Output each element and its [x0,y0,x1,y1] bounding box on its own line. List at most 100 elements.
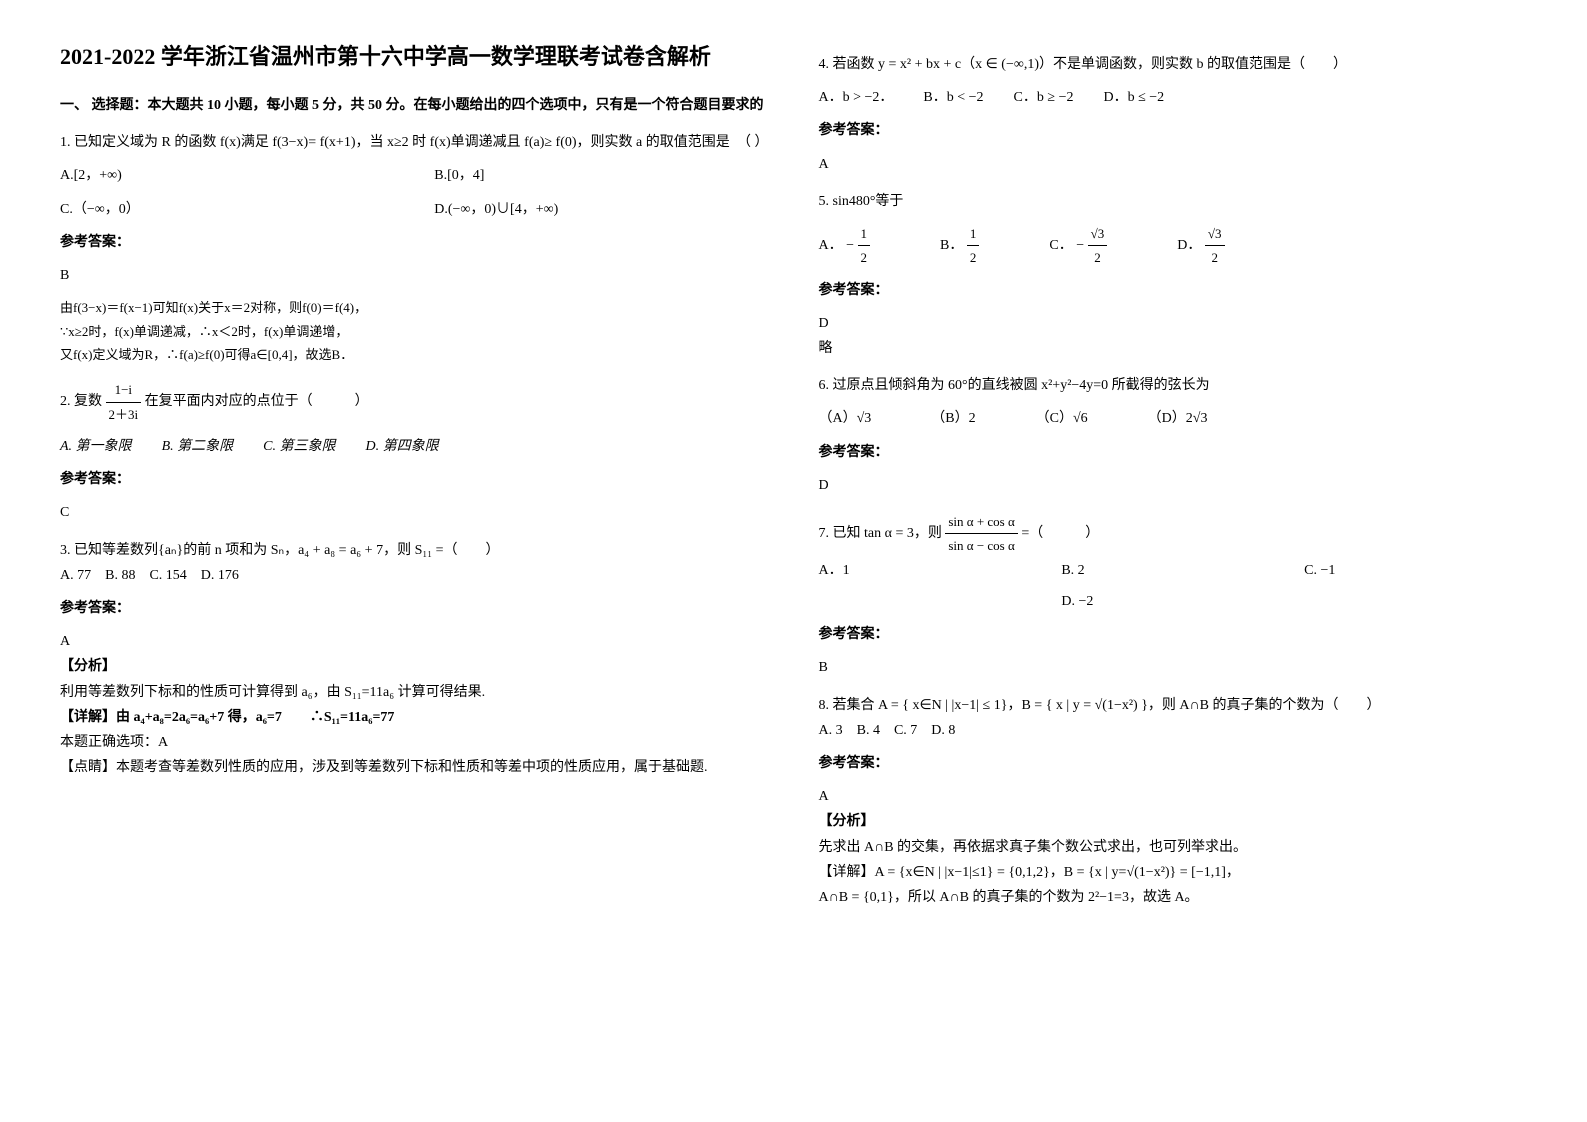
q5-d-frac: √32 [1205,222,1225,270]
q8-answer: A [819,784,1528,809]
q5-c-neg: − [1076,238,1084,253]
q8-analysis: 先求出 A∩B 的交集，再依据求真子集个数公式求出，也可列举求出。 [819,835,1528,860]
q5-d-den: 2 [1205,246,1225,269]
q1-exp3: 又f(x)定义域为R，∴f(a)≥f(0)可得a∈[0,4]，故选B． [60,343,769,366]
q5-stem: 5. sin480°等于 [819,189,1528,214]
q6-opt-d: （D）2√3 [1148,406,1208,431]
q7-opt-a: A．1 [819,558,1042,583]
q3-options: A. 77 B. 88 C. 154 D. 176 [60,563,769,588]
q3-analysis: 利用等差数列下标和的性质可计算得到 a₆，由 S₁₁=11a₆ 计算可得结果. [60,680,769,705]
q1-blank: （ ） [737,130,769,155]
q5-c-den: 2 [1088,246,1108,269]
q1-exp1: 由f(3−x)＝f(x−1)可知f(x)关于x＝2对称，则f(0)＝f(4)， [60,296,769,319]
q1-options: A.[2，+∞) B.[0，4] C.（−∞，0） D.(−∞，0)∪[4，+∞… [60,163,769,221]
q6-options: （A）√3 （B）2 （C）√6 （D）2√3 [819,406,1528,431]
question-1: 1. 已知定义域为 R 的函数 f(x)满足 f(3−x)= f(x+1)，当 … [60,130,769,366]
q8-detail: 【详解】A = {x∈N | |x−1|≤1} = {0,1,2}，B = {x… [819,860,1528,885]
q2-opt-b: B. 第二象限 [162,434,234,459]
q8-answer-label: 参考答案： [819,751,1528,776]
q3-answer-label: 参考答案： [60,596,769,621]
q7-options: A．1 B. 2 C. −1 D. −2 [819,558,1528,614]
q5-b-frac: 12 [967,222,980,270]
q6-answer: D [819,473,1528,498]
q5-b-num: 1 [967,222,980,246]
q5-a-neg: − [846,238,854,253]
q2-frac-den: 2＋3i [106,403,142,426]
q5-d-label: D． [1177,238,1201,253]
q5-answer: D [819,311,1528,336]
q7-answer-label: 参考答案： [819,622,1528,647]
question-2: 2. 复数 1−i 2＋3i 在复平面内对应的点位于（ ） A. 第一象限 B.… [60,378,769,525]
q5-b-label: B． [940,238,963,253]
q8-options: A. 3 B. 4 C. 7 D. 8 [819,718,1528,743]
section-1-title: 一、 选择题：本大题共 10 小题，每小题 5 分，共 50 分。在每小题给出的… [60,93,769,118]
q7-stem: 7. 已知 tan α = 3，则 sin α + cos α sin α − … [819,510,1528,558]
q1-stem: 1. 已知定义域为 R 的函数 f(x)满足 f(3−x)= f(x+1)，当 … [60,130,769,155]
question-3: 3. 已知等差数列{aₙ}的前 n 项和为 Sₙ，a₄ + a₈ = a₆ + … [60,538,769,781]
q5-c-frac: √32 [1088,222,1108,270]
q2-frac-num: 1−i [106,378,142,402]
q7-opt-c: C. −1 [1304,558,1527,583]
q5-opt-a: A． − 12 [819,222,871,270]
q1-text: 1. 已知定义域为 R 的函数 f(x)满足 f(3−x)= f(x+1)，当 … [60,135,730,150]
q7-frac-den: sin α − cos α [945,534,1017,557]
q6-opt-b: （B）2 [931,406,975,431]
q5-a-num: 1 [858,222,871,246]
q5-c-label: C． [1049,238,1072,253]
q5-c-num: √3 [1088,222,1108,246]
q3-note: 【点睛】本题考查等差数列性质的应用，涉及到等差数列下标和性质和等差中项的性质应用… [60,755,769,780]
q7-frac-num: sin α + cos α [945,510,1017,534]
q7-opt-b: B. 2 [1061,558,1284,583]
q4-options: A．b > −2． B．b < −2 C．b ≥ −2 D．b ≤ −2 [819,85,1528,110]
q2-stem-b: 在复平面内对应的点位于（ ） [145,394,369,409]
q2-answer: C [60,500,769,525]
question-7: 7. 已知 tan α = 3，则 sin α + cos α sin α − … [819,510,1528,681]
q1-answer: B [60,263,769,288]
q5-a-frac: 12 [858,222,871,270]
q5-d-num: √3 [1205,222,1225,246]
q2-options: A. 第一象限 B. 第二象限 C. 第三象限 D. 第四象限 [60,434,769,459]
q7-opt-d: D. −2 [1061,589,1284,614]
q5-b-den: 2 [967,246,980,269]
q2-opt-a: A. 第一象限 [60,434,132,459]
q2-fraction: 1−i 2＋3i [106,378,142,426]
q1-exp2: ∵x≥2时，f(x)单调递减，∴x＜2时，f(x)单调递增， [60,320,769,343]
q4-opt-d: D．b ≤ −2 [1103,85,1164,110]
question-5: 5. sin480°等于 A． − 12 B． 12 C． − √32 D． [819,189,1528,362]
q5-answer-label: 参考答案： [819,278,1528,303]
q5-opt-d: D． √32 [1177,222,1224,270]
q4-answer-label: 参考答案： [819,118,1528,143]
q4-stem: 4. 若函数 y = x² + bx + c（x ∈ (−∞,1)）不是单调函数… [819,52,1528,77]
q5-options: A． − 12 B． 12 C． − √32 D． √32 [819,222,1528,270]
q4-opt-b: B．b < −2 [923,85,983,110]
q5-a-den: 2 [858,246,871,269]
right-column: 4. 若函数 y = x² + bx + c（x ∈ (−∞,1)）不是单调函数… [819,40,1528,922]
q3-detail: 【详解】由 a₄+a₈=2a₆=a₆+7 得，a₆=7 ∴S₁₁=11a₆=77 [60,705,769,730]
question-4: 4. 若函数 y = x² + bx + c（x ∈ (−∞,1)）不是单调函数… [819,52,1528,177]
title: 2021-2022 学年浙江省温州市第十六中学高一数学理联考试卷含解析 [60,40,769,73]
q1-opt-c: C.（−∞，0） [60,197,394,222]
q6-answer-label: 参考答案： [819,440,1528,465]
q1-answer-label: 参考答案： [60,230,769,255]
q8-stem: 8. 若集合 A = { x∈N | |x−1| ≤ 1}，B = { x | … [819,693,1528,718]
q7-answer: B [819,655,1528,680]
q7-stem-a: 7. 已知 tan α = 3，则 [819,526,942,541]
q2-opt-c: C. 第三象限 [263,434,335,459]
q3-answer: A [60,629,769,654]
q6-stem: 6. 过原点且倾斜角为 60°的直线被圆 x²+y²−4y=0 所截得的弦长为 [819,373,1528,398]
q1-opt-b: B.[0，4] [434,163,768,188]
q7-fraction: sin α + cos α sin α − cos α [945,510,1017,558]
q5-a-label: A． [819,238,843,253]
q3-analysis-label: 【分析】 [60,654,769,679]
q5-note: 略 [819,336,1528,361]
question-8: 8. 若集合 A = { x∈N | |x−1| ≤ 1}，B = { x | … [819,693,1528,911]
q2-opt-d: D. 第四象限 [365,434,438,459]
q8-analysis-label: 【分析】 [819,809,1528,834]
q3-correct: 本题正确选项：A [60,730,769,755]
q2-stem-a: 2. 复数 [60,394,102,409]
q1-opt-a: A.[2，+∞) [60,163,394,188]
q2-stem: 2. 复数 1−i 2＋3i 在复平面内对应的点位于（ ） [60,378,769,426]
q2-answer-label: 参考答案： [60,467,769,492]
q5-opt-c: C． − √32 [1049,222,1107,270]
q6-opt-c: （C）√6 [1036,406,1088,431]
